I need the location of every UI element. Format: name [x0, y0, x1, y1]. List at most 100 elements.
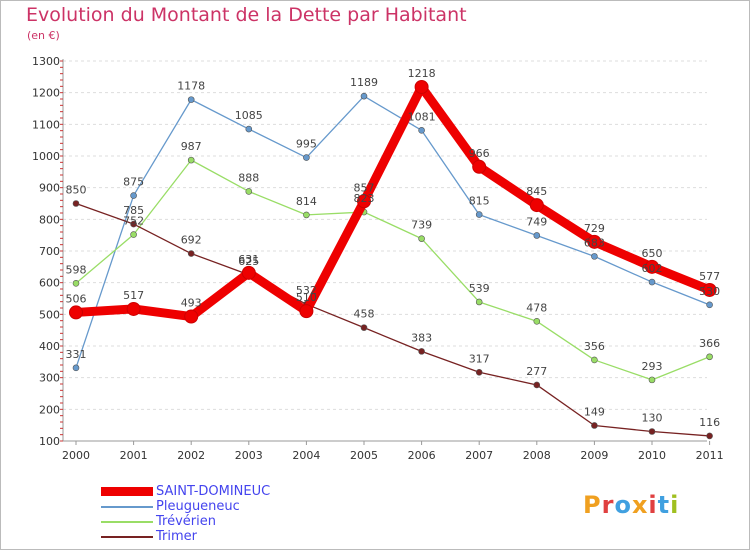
- data-label: 293: [642, 360, 663, 373]
- y-tick-label: 100: [39, 435, 60, 448]
- data-label: 510: [296, 291, 317, 304]
- x-tick-label: 2011: [696, 449, 724, 462]
- logo-letter: x: [631, 491, 649, 519]
- legend: SAINT-DOMINEUC Pleugueneuc Trévérien Tri…: [101, 484, 270, 544]
- legend-item-saint-domineuc[interactable]: SAINT-DOMINEUC: [101, 484, 270, 499]
- data-point-pleugueneuc: [130, 192, 137, 199]
- x-tick-label: 2001: [120, 449, 148, 462]
- legend-label: Trimer: [156, 529, 197, 544]
- data-label: 850: [66, 184, 87, 197]
- data-label: 506: [66, 292, 87, 305]
- data-label: 149: [584, 405, 605, 418]
- data-point-treverien: [591, 356, 598, 364]
- data-label: 116: [699, 416, 720, 429]
- data-point-pleugueneuc: [72, 364, 80, 372]
- data-point-pleugueneuc: [706, 301, 713, 309]
- data-label: 1218: [408, 67, 436, 80]
- data-label: 857: [354, 181, 375, 194]
- logo-letter: r: [601, 491, 615, 519]
- data-point-pleugueneuc: [475, 211, 483, 218]
- chart-title: Evolution du Montant de la Dette par Hab…: [26, 4, 467, 26]
- y-tick-label: 1100: [32, 118, 60, 131]
- data-label: 277: [526, 365, 547, 378]
- x-tick-label: 2008: [523, 449, 551, 462]
- data-label: 814: [296, 195, 317, 208]
- chart-subtitle: (en €): [27, 29, 60, 42]
- data-point-treverien: [475, 298, 483, 306]
- data-point-pleugueneuc: [187, 96, 195, 103]
- data-point-pleugueneuc: [303, 154, 310, 161]
- logo-letter: i: [648, 491, 658, 519]
- legend-swatch: [101, 505, 153, 508]
- data-point-treverien: [706, 353, 713, 361]
- data-point-saint-domineuc: [241, 265, 256, 280]
- data-label: 739: [411, 219, 432, 232]
- x-tick-label: 2006: [408, 449, 436, 462]
- data-point-trimer: [706, 432, 713, 440]
- data-point-treverien: [533, 317, 541, 325]
- y-tick-label: 500: [39, 308, 60, 321]
- data-label: 1189: [350, 76, 378, 89]
- data-label: 650: [642, 247, 663, 260]
- data-point-pleugueneuc: [418, 127, 425, 134]
- logo-letter: P: [583, 491, 602, 519]
- data-point-saint-domineuc: [645, 259, 659, 274]
- y-tick-label: 400: [39, 340, 60, 353]
- data-point-saint-domineuc: [414, 79, 429, 94]
- data-point-treverien: [72, 279, 80, 287]
- data-label: 1085: [235, 109, 263, 122]
- data-label: 366: [699, 337, 720, 350]
- series-line-pleugueneuc: [75, 95, 711, 369]
- data-point-treverien: [187, 156, 195, 164]
- legend-swatch: [101, 535, 153, 538]
- logo-letter: i: [670, 491, 680, 519]
- data-label: 749: [526, 215, 547, 228]
- data-point-trimer: [648, 428, 656, 435]
- data-label: 539: [469, 282, 490, 295]
- data-point-trimer: [418, 348, 425, 355]
- data-point-saint-domineuc: [126, 301, 141, 316]
- data-point-treverien: [245, 188, 253, 195]
- data-point-pleugueneuc: [591, 253, 598, 260]
- data-label: 875: [123, 176, 144, 189]
- data-label: 577: [699, 270, 720, 283]
- data-point-treverien: [303, 211, 310, 219]
- legend-item-treverien[interactable]: Trévérien: [101, 514, 270, 529]
- data-label: 815: [469, 195, 490, 208]
- data-label: 966: [469, 147, 490, 160]
- data-label: 625: [238, 255, 259, 268]
- legend-item-trimer[interactable]: Trimer: [101, 529, 270, 544]
- data-label: 823: [354, 192, 375, 205]
- data-point-pleugueneuc: [533, 232, 541, 239]
- data-label: 493: [181, 297, 202, 310]
- data-label: 683: [584, 236, 605, 249]
- data-point-pleugueneuc: [648, 278, 656, 286]
- data-point-trimer: [130, 220, 137, 228]
- data-point-trimer: [187, 250, 195, 257]
- data-point-treverien: [130, 231, 137, 238]
- logo-letter: o: [614, 491, 632, 519]
- x-tick-label: 2000: [62, 449, 90, 462]
- logo-letter: t: [657, 491, 671, 519]
- legend-item-pleugueneuc[interactable]: Pleugueneuc: [101, 499, 270, 514]
- y-tick-label: 700: [39, 245, 60, 258]
- y-tick-label: 200: [39, 403, 60, 416]
- x-tick-label: 2002: [177, 449, 205, 462]
- data-label: 130: [642, 412, 663, 425]
- data-label: 530: [699, 285, 720, 298]
- data-point-saint-domineuc: [529, 198, 544, 213]
- x-tick-label: 2009: [580, 449, 608, 462]
- data-point-saint-domineuc: [472, 159, 487, 174]
- data-point-trimer: [360, 324, 368, 331]
- x-tick-label: 2005: [350, 449, 378, 462]
- data-point-trimer: [533, 381, 541, 389]
- legend-label: Trévérien: [156, 514, 216, 529]
- data-label: 532: [296, 284, 317, 297]
- data-label: 383: [411, 331, 432, 344]
- y-tick-label: 1300: [32, 55, 60, 68]
- data-point-treverien: [418, 235, 425, 242]
- data-label: 317: [469, 352, 490, 365]
- data-point-saint-domineuc: [69, 305, 83, 320]
- data-label: 845: [526, 185, 547, 198]
